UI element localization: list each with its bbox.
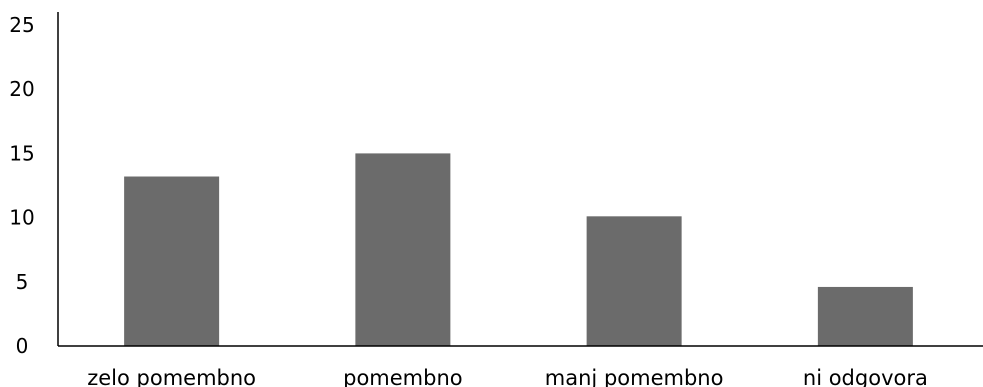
y-tick-label: 0 <box>16 334 29 358</box>
bar <box>817 286 913 346</box>
bar <box>355 153 451 346</box>
category-label: zelo pomembno <box>87 366 256 387</box>
y-tick-label: 10 <box>9 206 34 230</box>
bar <box>586 216 682 346</box>
y-tick-label: 20 <box>9 77 34 101</box>
category-label: ni odgovora <box>803 366 928 387</box>
category-label: pomembno <box>343 366 463 387</box>
y-axis-ticks: 0 5 10 15 20 25 <box>9 13 34 358</box>
category-label: manj pomembno <box>545 366 724 387</box>
y-tick-label: 25 <box>9 13 34 37</box>
y-tick-label: 15 <box>9 141 34 165</box>
bars <box>124 153 913 346</box>
bar <box>124 176 220 346</box>
y-tick-label: 5 <box>16 270 29 294</box>
x-axis-labels: zelo pomembno pomembno manj pomembno ni odg… <box>87 366 928 387</box>
